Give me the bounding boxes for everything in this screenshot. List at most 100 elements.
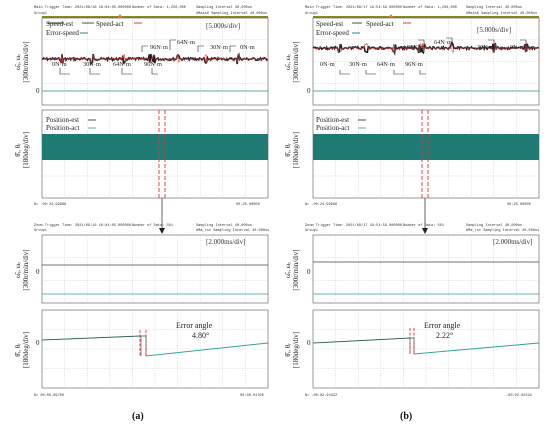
legend-position-est: Position-est — [316, 116, 349, 124]
legend-position-act: Position-act — [46, 124, 79, 132]
header-trigger: Main Trigger Time: 2021/09/16 16:04:05.0… — [34, 5, 131, 10]
zoom-pos-ylabel-unit: [180deg/div] — [22, 332, 30, 368]
zoom-connector-arrow-a — [159, 228, 165, 234]
zoom-header-sampling: Sampling Interval 40.000us — [466, 223, 522, 228]
legend-speed-act: Speed-act — [96, 20, 124, 28]
zoom-speed-grid — [42, 235, 268, 303]
zoom-zero-label: 0 — [36, 268, 40, 276]
position-band — [42, 134, 268, 160]
zoom-x-end: -00:02.02332 — [506, 394, 532, 398]
arrow — [418, 39, 425, 46]
panel-b-overview: Main Trigger Time: 2021/09/17 19:54:59.0… — [284, 5, 540, 207]
panel-b-zoom: Zoom Trigger Time: 2021/09/17 19:54:59.0… — [284, 223, 539, 422]
zoom-position-grid — [42, 310, 268, 388]
zoom-speed-ylabel-symbol: ω̂ᵣ, ωᵣ — [14, 262, 22, 278]
speed-ylabel-unit: [300r/min/div] — [292, 41, 300, 82]
speed-ylabel: ω̂ᵣ, ωᵣ [300r/min/div] — [284, 41, 300, 82]
header-group: Group1 — [34, 11, 47, 16]
speed-ylabel-symbol: ω̂ᵣ, ωᵣ — [284, 54, 292, 70]
arrow — [339, 70, 350, 75]
zoom-x-end: 00:00.01700 — [240, 394, 264, 398]
load-label: 0N·m — [510, 44, 525, 51]
pos-ylabel-unit: [180deg/div] — [22, 132, 30, 168]
arrow — [169, 39, 176, 50]
zoom-speed-frame — [41, 234, 269, 304]
speed-ylabel-symbol: ω̂ᵣ, ωᵣ — [14, 54, 22, 70]
pos-ylabel-symbol: θ̂ᵣ, θᵣ — [284, 143, 292, 157]
load-label: 64N·m — [434, 39, 452, 46]
load-step-annotations: 96N·m 64N·m 30N·m 0N·m 0N·m 30N·m 64N·m … — [52, 39, 255, 68]
legend-error-speed: Error-speed — [46, 29, 79, 37]
legend-speed-est: Speed-est — [46, 20, 73, 28]
zoom-header-trigger: Zoom Trigger Time: 2021/09/17 19:54:59.0… — [305, 223, 402, 228]
zoom-position-est-trace — [41, 335, 142, 356]
zoom-speed-ylabel: ω̂ᵣ, ωᵣ [300r/min/div] — [14, 249, 30, 290]
zoom-header-subsampling: #Ma_rst Sampling Interval 40.000us — [196, 228, 269, 233]
speed-trace — [41, 52, 268, 66]
pos-ylabel-unit: [180deg/div] — [292, 132, 300, 168]
legend-speed-act: Speed-act — [366, 20, 394, 28]
zoom-time-div: [2.000ms/div] — [493, 238, 532, 246]
arrow — [151, 68, 158, 75]
trigger-marker — [117, 14, 123, 18]
load-label: 64N·m — [177, 39, 195, 46]
pos-ylabel: θ̂ᵣ, θᵣ [180deg/div] — [284, 132, 300, 168]
zoom-pos-ylabel-unit: [180deg/div] — [292, 332, 300, 368]
load-label: 30N·m — [83, 61, 101, 68]
speed-act-trace — [41, 54, 268, 64]
header-sampling: Sampling Interval 40.000us — [196, 5, 252, 10]
x-start: N= -00:24.99996 — [34, 203, 66, 207]
legend-speed-est: Speed-est — [316, 20, 343, 28]
zoom-zero-label: 0 — [307, 268, 311, 276]
header-group: Group1 — [305, 11, 318, 16]
zoom-pos-ylabel-symbol: θ̂ᵣ, θᵣ — [284, 343, 292, 357]
trigger-marker — [388, 14, 394, 18]
load-step-arrows — [59, 39, 236, 75]
load-label: 0N·m — [320, 61, 335, 68]
header-sampling: Sampling Interval 40.000us — [466, 5, 522, 10]
load-step-arrows — [339, 37, 527, 75]
zoom-pos-zero: 0 — [36, 339, 40, 347]
speed-ylabel-unit: [300r/min/div] — [22, 41, 30, 82]
arrow — [121, 68, 132, 75]
arrow — [89, 68, 100, 75]
header-trigger: Main Trigger Time: 2021/09/17 19:54:59.0… — [305, 5, 402, 10]
zoom-time-div: [2.000ms/div] — [206, 238, 245, 246]
panel-b-label: (b) — [400, 411, 412, 422]
pos-ylabel-symbol: θ̂ᵣ, θᵣ — [14, 143, 22, 157]
position-band — [313, 134, 539, 160]
zoom-speed-ylabel: ω̂ᵣ, ωᵣ [300r/min/div] — [284, 249, 300, 290]
arrow — [229, 45, 236, 52]
zero-label: 0 — [36, 87, 40, 95]
arrow — [393, 70, 404, 75]
load-label: 0N·m — [240, 44, 255, 51]
speed-act-trace — [312, 42, 539, 54]
zoom-speed-ylabel-unit: [300r/min/div] — [292, 249, 300, 290]
panel-a-zoom: Zoom Trigger Time: 2021/09/16 16:04:05.0… — [14, 223, 269, 422]
load-label: 64N·m — [113, 61, 131, 68]
zoom-header-group: Group1 — [305, 228, 318, 233]
panel-a-overview: Main Trigger Time: 2021/09/16 16:04:05.0… — [14, 5, 269, 207]
zoom-header-sampling: Sampling Interval 40.000us — [196, 223, 252, 228]
header-numdata: Number of Data: 1,250,000 — [403, 5, 457, 10]
load-label: 96N·m — [405, 61, 423, 68]
legend-error-speed: Error-speed — [316, 29, 349, 37]
panel-a-label: (a) — [132, 411, 144, 422]
arrow — [488, 39, 495, 46]
x-end: 00:25.00000 — [507, 203, 531, 207]
x-end: 00:25.00000 — [236, 203, 260, 207]
zoom-header-numdata: Number of Data: 501 — [132, 223, 173, 228]
zoom-header-group: Group1 — [34, 228, 47, 233]
header-bar — [42, 16, 268, 18]
speed-ylabel: ω̂ᵣ, ωᵣ [300r/min/div] — [14, 41, 30, 82]
zoom-pos-ylabel: θ̂ᵣ, θᵣ [180deg/div] — [14, 332, 30, 368]
load-label: 30N·m — [349, 61, 367, 68]
arrow — [197, 45, 204, 52]
legend-position-est: Position-est — [46, 116, 79, 124]
load-label: 0N·m — [52, 61, 67, 68]
error-angle-label: Error angle — [176, 321, 213, 330]
load-step-annotations: 96N·m 64N·m 30N·m 0N·m 0N·m 30N·m 64N·m … — [320, 39, 525, 68]
speed-plot-grid — [313, 18, 539, 105]
zero-label: 0 — [307, 87, 311, 95]
zoom-pos-ylabel: θ̂ᵣ, θᵣ [180deg/div] — [284, 332, 300, 368]
